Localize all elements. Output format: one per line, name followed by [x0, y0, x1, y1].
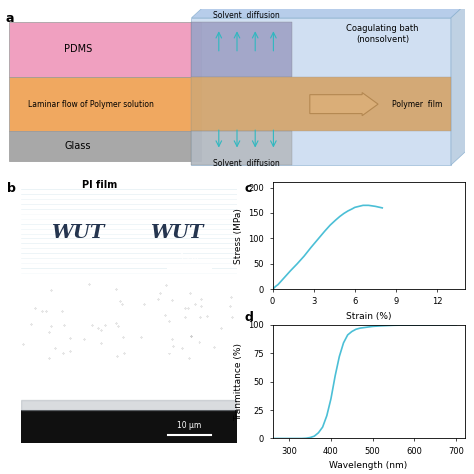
Text: b: b	[7, 182, 16, 195]
Polygon shape	[451, 3, 467, 165]
Text: Laminar flow of Polymer solution: Laminar flow of Polymer solution	[28, 100, 155, 109]
Polygon shape	[191, 77, 451, 131]
FancyArrow shape	[310, 92, 378, 116]
Y-axis label: Stress (MPa): Stress (MPa)	[234, 208, 243, 264]
Y-axis label: Tranmittance (%): Tranmittance (%)	[234, 343, 243, 420]
Polygon shape	[191, 22, 292, 77]
Text: c: c	[244, 182, 252, 195]
Bar	[21, 410, 237, 443]
X-axis label: Wavelength (nm): Wavelength (nm)	[329, 461, 408, 470]
Text: Polymer  film: Polymer film	[392, 100, 442, 109]
Text: Solvent  diffusion: Solvent diffusion	[213, 158, 280, 167]
Bar	[191, 18, 451, 165]
Text: d: d	[244, 311, 253, 324]
Text: Glass: Glass	[64, 141, 91, 151]
Bar	[21, 400, 237, 410]
Text: 1 cm: 1 cm	[180, 253, 199, 262]
Text: a: a	[6, 11, 14, 25]
Bar	[9, 77, 201, 131]
Text: Coagulating bath
(nonsolvent): Coagulating bath (nonsolvent)	[346, 24, 419, 44]
Text: 4 μm: 4 μm	[180, 338, 199, 347]
Bar	[9, 22, 201, 77]
Text: Solvent  diffusion: Solvent diffusion	[213, 11, 280, 20]
Text: WUT: WUT	[51, 224, 104, 242]
Polygon shape	[191, 3, 467, 18]
Text: PDMS: PDMS	[64, 45, 92, 55]
X-axis label: Strain (%): Strain (%)	[346, 312, 391, 321]
Polygon shape	[191, 131, 292, 165]
Text: 10 μm: 10 μm	[177, 421, 201, 430]
Bar	[9, 131, 201, 161]
Text: WUT: WUT	[150, 224, 203, 242]
Text: PI film: PI film	[82, 180, 117, 190]
